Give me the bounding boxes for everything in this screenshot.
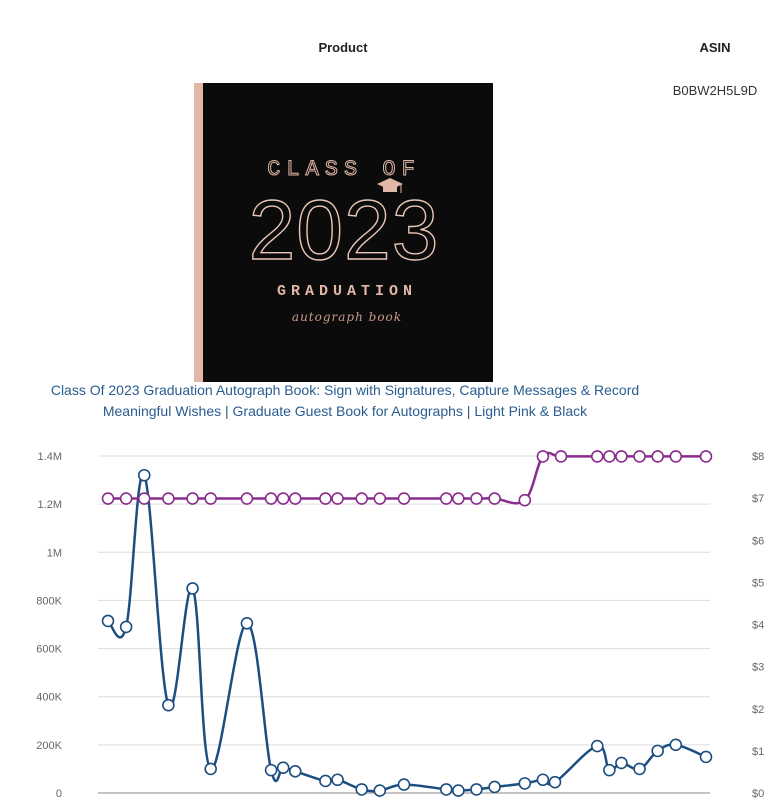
data-point-right[interactable] xyxy=(162,492,175,505)
right-tick-label: $4 xyxy=(752,620,764,632)
left-tick-label: 0 xyxy=(56,788,62,800)
series-line-left xyxy=(107,473,707,793)
data-point-left[interactable] xyxy=(518,777,532,790)
data-point-left[interactable] xyxy=(603,763,616,777)
data-point-right[interactable] xyxy=(119,492,133,505)
data-point-left[interactable] xyxy=(319,774,332,788)
cover-autograph-book: autograph book xyxy=(292,310,402,324)
data-point-left[interactable] xyxy=(548,775,562,789)
data-point-left[interactable] xyxy=(204,762,217,776)
product-image[interactable]: CLASS OF 2023 GRADUATION autograph book xyxy=(194,83,493,382)
data-point-right[interactable] xyxy=(470,492,483,505)
left-tick-label: 200K xyxy=(36,740,62,752)
right-tick-label: $5 xyxy=(752,577,764,589)
chart-series xyxy=(101,450,713,797)
right-tick-label: $0 xyxy=(752,788,764,800)
data-point-right[interactable] xyxy=(633,450,646,463)
data-point-left[interactable] xyxy=(470,783,483,796)
left-tick-label: 600K xyxy=(36,644,62,656)
data-point-left[interactable] xyxy=(699,750,713,764)
data-point-right[interactable] xyxy=(186,492,199,505)
data-point-right[interactable] xyxy=(669,450,683,463)
data-point-right[interactable] xyxy=(288,492,302,505)
graduation-cap-icon xyxy=(377,178,403,193)
data-point-left[interactable] xyxy=(137,468,151,482)
chart-grid xyxy=(98,455,710,794)
product-title-line2: Meaningful Wishes | Graduate Guest Book … xyxy=(102,403,588,419)
data-point-left[interactable] xyxy=(331,773,344,787)
data-point-left[interactable] xyxy=(240,616,254,630)
data-point-right[interactable] xyxy=(240,492,254,505)
data-point-left[interactable] xyxy=(186,582,199,595)
data-point-right[interactable] xyxy=(518,493,532,507)
product-title-line1: Class Of 2023 Graduation Autograph Book:… xyxy=(50,382,640,398)
right-tick-label: $8 xyxy=(752,451,764,463)
data-point-right[interactable] xyxy=(439,492,453,505)
data-point-right[interactable] xyxy=(651,450,664,463)
data-point-right[interactable] xyxy=(276,492,290,505)
left-axis-ticks: 0 200K 400K 600K 800K 1M 1.2M 1.4M xyxy=(36,451,62,800)
column-header-asin: ASIN xyxy=(699,40,731,55)
data-point-left[interactable] xyxy=(101,614,115,628)
data-point-right[interactable] xyxy=(331,492,344,505)
left-tick-label: 400K xyxy=(36,692,62,704)
left-tick-label: 1.2M xyxy=(38,499,62,511)
left-tick-label: 1.4M xyxy=(38,451,62,463)
data-point-left[interactable] xyxy=(536,773,550,787)
data-point-left[interactable] xyxy=(355,783,368,796)
data-point-right[interactable] xyxy=(615,450,628,463)
data-point-left[interactable] xyxy=(162,698,175,712)
data-point-right[interactable] xyxy=(204,492,217,505)
data-point-right[interactable] xyxy=(590,450,604,463)
left-tick-label: 1M xyxy=(47,547,62,559)
data-point-left[interactable] xyxy=(264,763,278,777)
asin-value: B0BW2H5L9D xyxy=(672,83,758,98)
right-tick-label: $2 xyxy=(752,704,764,716)
data-point-right[interactable] xyxy=(101,492,115,505)
data-point-left[interactable] xyxy=(452,784,465,797)
cover-year: 2023 xyxy=(249,183,440,277)
right-tick-label: $3 xyxy=(752,662,764,674)
data-point-right[interactable] xyxy=(452,492,465,505)
rank-price-chart: 0 200K 400K 600K 800K 1M 1.2M 1.4M $0 $1 $2 $3 $4 $5… xyxy=(36,450,764,800)
data-point-left[interactable] xyxy=(651,744,664,758)
data-point-right[interactable] xyxy=(536,450,550,463)
data-point-left[interactable] xyxy=(669,738,683,752)
data-point-left[interactable] xyxy=(590,739,604,753)
data-point-right[interactable] xyxy=(137,492,151,505)
data-point-right[interactable] xyxy=(373,492,387,505)
data-point-left[interactable] xyxy=(288,765,302,778)
data-point-right[interactable] xyxy=(264,492,278,505)
data-point-left[interactable] xyxy=(397,778,411,791)
right-tick-label: $6 xyxy=(752,535,764,547)
data-point-right[interactable] xyxy=(699,450,713,463)
data-point-left[interactable] xyxy=(488,780,501,794)
data-point-left[interactable] xyxy=(276,761,290,775)
right-axis-ticks: $0 $1 $2 $3 $4 $5 $6 $7 $8 xyxy=(752,451,764,800)
cover-class-of: CLASS OF xyxy=(267,157,421,182)
book-spine xyxy=(194,83,203,382)
data-point-left[interactable] xyxy=(373,784,387,797)
product-title-link[interactable]: Class Of 2023 Graduation Autograph Book:… xyxy=(30,380,660,422)
cover-graduation: GRADUATION xyxy=(277,283,417,300)
right-tick-label: $7 xyxy=(752,493,764,505)
data-point-left[interactable] xyxy=(615,756,628,770)
data-point-right[interactable] xyxy=(603,450,616,463)
data-point-left[interactable] xyxy=(119,620,133,634)
cover-art: CLASS OF 2023 GRADUATION autograph book xyxy=(248,157,440,325)
column-header-product: Product xyxy=(318,40,368,55)
data-point-left[interactable] xyxy=(439,783,453,796)
left-tick-label: 800K xyxy=(36,595,62,607)
data-point-right[interactable] xyxy=(319,492,332,505)
data-point-left[interactable] xyxy=(633,762,646,776)
data-point-right[interactable] xyxy=(355,492,368,505)
right-tick-label: $1 xyxy=(752,746,764,758)
data-point-right[interactable] xyxy=(397,492,411,505)
data-point-right[interactable] xyxy=(488,492,501,505)
data-point-right[interactable] xyxy=(554,450,568,463)
